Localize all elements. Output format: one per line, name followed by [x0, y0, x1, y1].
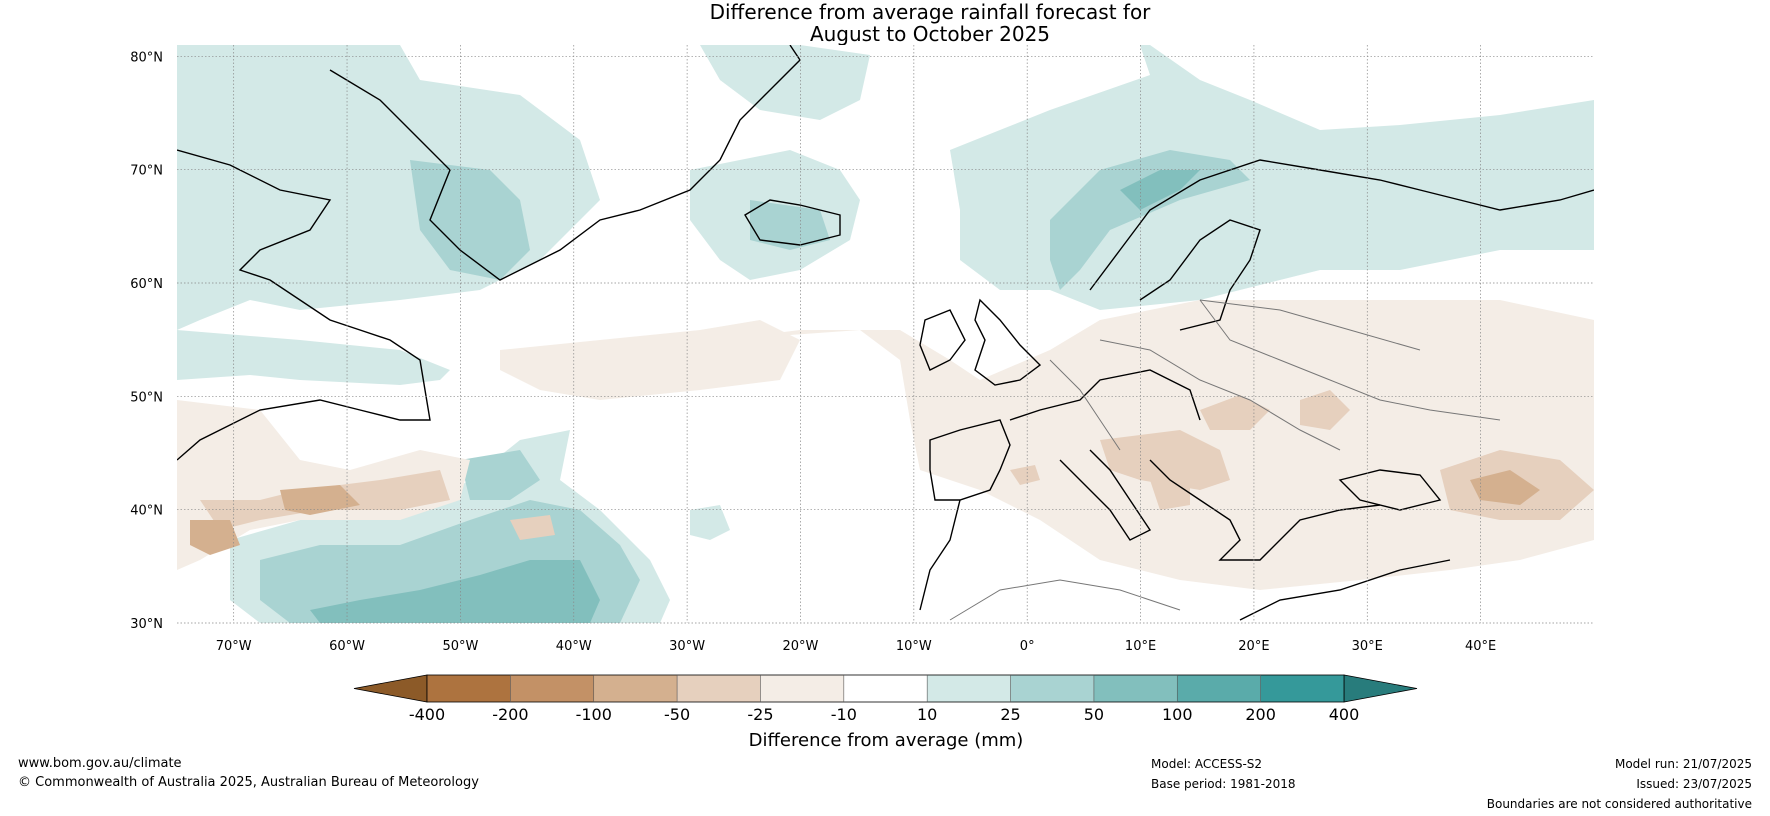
colorbar-tick-label: -50 — [664, 705, 690, 724]
colorbar-tick-label: 10 — [917, 705, 937, 724]
longitude-label: 10°E — [1125, 639, 1156, 654]
colorbar-tick-label: -400 — [409, 705, 445, 724]
colorbar — [353, 674, 1418, 703]
copyright-text: © Commonwealth of Australia 2025, Austra… — [18, 775, 479, 790]
colorbar-tick-label: 100 — [1162, 705, 1193, 724]
base-period-text: Base period: 1981-2018 — [1151, 777, 1296, 791]
latitude-label: 80°N — [130, 50, 163, 65]
colorbar-extend-high — [1343, 674, 1418, 703]
colorbar-segment — [1177, 675, 1261, 702]
colorbar-tick-label: 200 — [1245, 705, 1276, 724]
map-title-line1: Difference from average rainfall forecas… — [709, 0, 1151, 24]
colorbar-segment — [677, 675, 761, 702]
longitude-label: 60°W — [329, 639, 365, 654]
longitude-label: 50°W — [442, 639, 478, 654]
latitude-label: 60°N — [130, 277, 163, 292]
colorbar-segment — [510, 675, 594, 702]
issued-text: Issued: 23/07/2025 — [1636, 777, 1752, 791]
latitude-label: 40°N — [130, 504, 163, 519]
colorbar-tick-label: -100 — [576, 705, 612, 724]
colorbar-segment — [427, 675, 511, 702]
graticule — [177, 45, 1594, 624]
longitude-label: 20°W — [783, 639, 819, 654]
colorbar-segment — [1093, 675, 1178, 702]
latitude-labels: 80°N 70°N 60°N 50°N 40°N 30°N — [130, 50, 163, 632]
colorbar-extend-low — [353, 674, 428, 703]
longitude-labels: 70°W 60°W 50°W 40°W 30°W 20°W 10°W 0° 10°E 20°E 30… — [216, 639, 1497, 654]
drier-regions — [177, 300, 1594, 590]
disclaimer-text: Boundaries are not considered authoritat… — [1486, 797, 1752, 811]
map-title-line2: August to October 2025 — [809, 22, 1051, 46]
longitude-label: 20°E — [1238, 639, 1269, 654]
model-run-text: Model run: 21/07/2025 — [1614, 757, 1752, 771]
latitude-label: 70°N — [130, 164, 163, 179]
colorbar-ticks: -400 -200 -100 -50 -25 -10 10 25 50 100 200 400 — [409, 705, 1359, 724]
borders — [949, 299, 1501, 621]
colorbar-segment — [843, 675, 928, 702]
wetter-regions — [177, 45, 1594, 623]
model-text: Model: ACCESS-S2 — [1151, 757, 1263, 771]
longitude-label: 40°E — [1465, 639, 1496, 654]
colorbar-tick-label: 400 — [1329, 705, 1360, 724]
colorbar-tick-label: -10 — [831, 705, 857, 724]
colorbar-segment — [1260, 675, 1344, 702]
longitude-label: 30°W — [669, 639, 705, 654]
longitude-label: 40°W — [556, 639, 592, 654]
colorbar-tick-label: 25 — [1000, 705, 1020, 724]
longitude-label: 70°W — [216, 639, 252, 654]
map-area — [177, 45, 1594, 623]
longitude-label: 0° — [1020, 639, 1035, 654]
colorbar-tick-label: -25 — [747, 705, 773, 724]
coastlines — [177, 45, 1594, 621]
website-link[interactable]: www.bom.gov.au/climate — [18, 756, 182, 771]
longitude-label: 10°W — [896, 639, 932, 654]
colorbar-tick-label: -200 — [492, 705, 528, 724]
colorbar-segment — [1010, 675, 1094, 702]
longitude-label: 30°E — [1352, 639, 1383, 654]
colorbar-segment — [760, 675, 844, 702]
latitude-label: 50°N — [130, 390, 163, 405]
colorbar-tick-label: 50 — [1084, 705, 1104, 724]
latitude-label: 30°N — [130, 617, 163, 632]
colorbar-label: Difference from average (mm) — [749, 730, 1024, 751]
colorbar-segment — [927, 675, 1011, 702]
colorbar-segment — [593, 675, 678, 702]
